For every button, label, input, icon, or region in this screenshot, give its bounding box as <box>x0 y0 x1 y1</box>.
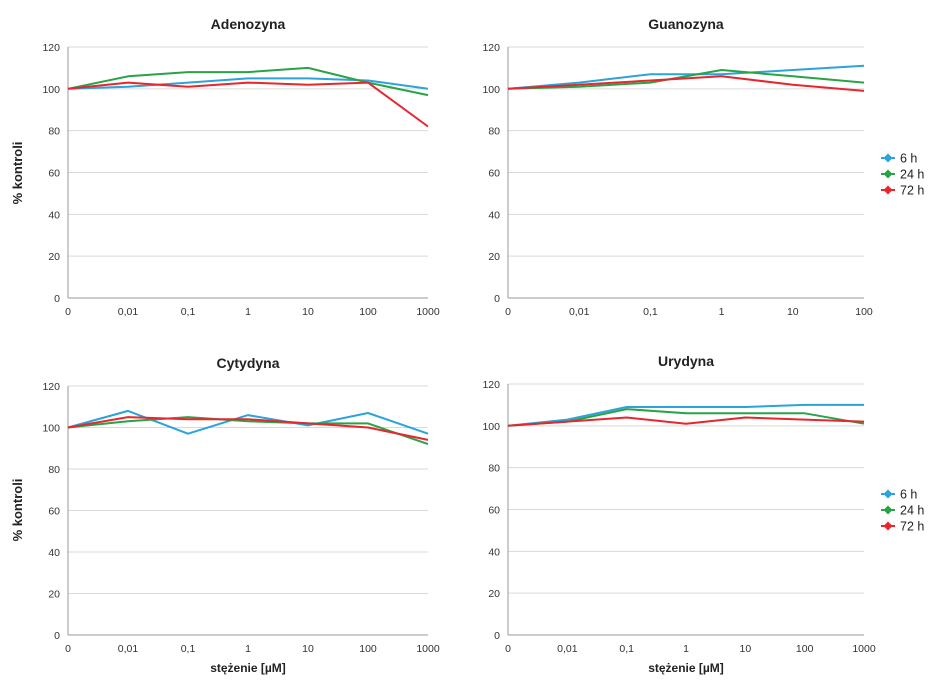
x-tick-label: 0,1 <box>643 306 658 318</box>
y-tick-label: 60 <box>48 506 60 518</box>
x-tick-label: 1 <box>245 643 251 655</box>
y-tick-label: 120 <box>42 381 60 393</box>
x-tick-label: 1000 <box>852 643 876 655</box>
x-tick-label: 100 <box>359 643 377 655</box>
series-line-6h <box>67 77 429 90</box>
x-tick-label: 0 <box>505 306 511 318</box>
series-line-6h <box>507 403 864 427</box>
y-tick-label: 0 <box>54 293 60 305</box>
x-tick-label: 10 <box>302 643 314 655</box>
legend-label: 24 h <box>900 168 924 182</box>
series-line-72h <box>67 81 429 128</box>
series-line-6h <box>507 64 865 90</box>
x-tick-label: 0 <box>505 643 511 655</box>
x-tick-label: 0,01 <box>118 643 139 655</box>
y-tick-label: 40 <box>48 209 60 221</box>
x-axis-label: stężenie [µM] <box>648 661 724 675</box>
x-tick-label: 100 <box>359 306 377 318</box>
x-tick-label: 0,01 <box>557 643 578 655</box>
y-tick-label: 100 <box>482 421 500 433</box>
series-line-24h <box>67 416 429 446</box>
legend-label: 24 h <box>900 504 924 518</box>
chart-title: Urydyna <box>658 353 714 369</box>
y-tick-label: 80 <box>48 464 60 476</box>
x-tick-label: 100 <box>796 643 814 655</box>
x-axis-label: stężenie [µM] <box>210 661 286 675</box>
y-tick-label: 120 <box>482 42 500 54</box>
x-tick-label: 10 <box>739 643 751 655</box>
legend-label: 72 h <box>900 520 924 534</box>
y-tick-label: 60 <box>488 505 500 517</box>
y-tick-label: 60 <box>48 168 60 180</box>
legend: 6 h 24 h 72 h <box>881 152 924 198</box>
legend: 6 h 24 h 72 h <box>881 488 924 534</box>
chart-title: Guanozyna <box>648 16 724 32</box>
legend-label: 6 h <box>900 152 917 166</box>
chart-title: Cytydyna <box>216 355 279 371</box>
y-tick-label: 100 <box>42 423 60 435</box>
x-tick-label: 1000 <box>416 306 440 318</box>
y-tick-label: 120 <box>42 42 60 54</box>
y-tick-label: 40 <box>488 546 500 558</box>
x-tick-label: 100 <box>855 306 873 318</box>
x-tick-label: 1 <box>683 643 689 655</box>
y-tick-label: 80 <box>48 126 60 138</box>
legend-label: 72 h <box>900 184 924 198</box>
legend-label: 6 h <box>900 488 917 502</box>
series-line-6h <box>67 409 429 435</box>
y-tick-label: 40 <box>48 547 60 559</box>
x-tick-label: 1 <box>245 306 251 318</box>
y-tick-label: 60 <box>488 168 500 180</box>
x-tick-label: 10 <box>302 306 314 318</box>
y-tick-label: 80 <box>488 463 500 475</box>
y-tick-label: 0 <box>494 293 500 305</box>
series-line-72h <box>507 75 865 92</box>
y-tick-label: 100 <box>482 84 500 96</box>
x-tick-label: 0 <box>65 306 71 318</box>
chart-panel-guanozyna: 0 20 40 60 80 100 120 0 0,01 0,1 1 10 100 Guanozyna <box>482 16 872 318</box>
series-line-24h <box>507 69 865 90</box>
chart-panel-adenozyna: 0 20 40 60 80 100 120 0 0,01 0,1 1 10 100 1000 Adenozy… <box>10 16 440 318</box>
y-tick-label: 20 <box>488 251 500 263</box>
x-tick-label: 0,01 <box>118 306 139 318</box>
x-tick-label: 0,01 <box>569 306 590 318</box>
chart-title: Adenozyna <box>211 16 286 32</box>
x-tick-label: 0 <box>65 643 71 655</box>
x-tick-label: 10 <box>787 306 799 318</box>
x-tick-label: 1 <box>719 306 725 318</box>
y-tick-label: 0 <box>494 630 500 642</box>
x-tick-label: 1000 <box>416 643 440 655</box>
y-tick-label: 20 <box>488 588 500 600</box>
series-line-72h <box>507 416 865 427</box>
chart-panel-urydyna: 0 20 40 60 80 100 120 0 0,01 0,1 1 10 100 1000 Urydyna… <box>482 353 875 675</box>
x-tick-label: 0,1 <box>619 643 634 655</box>
series-line-72h <box>67 416 429 441</box>
chart-panel-cytydyna: 0 20 40 60 80 100 120 0 0,01 0,1 1 10 100 1000 Cytydyn… <box>10 355 440 675</box>
y-tick-label: 20 <box>48 251 60 263</box>
y-tick-label: 80 <box>488 126 500 138</box>
x-tick-label: 0,1 <box>181 643 196 655</box>
y-tick-label: 120 <box>482 379 500 391</box>
y-tick-label: 40 <box>488 209 500 221</box>
y-tick-label: 100 <box>42 84 60 96</box>
y-axis-label: % kontroli <box>10 142 25 205</box>
y-axis-label: % kontroli <box>10 479 25 542</box>
y-tick-label: 20 <box>48 589 60 601</box>
y-tick-label: 0 <box>54 630 60 642</box>
x-tick-label: 0,1 <box>181 306 196 318</box>
